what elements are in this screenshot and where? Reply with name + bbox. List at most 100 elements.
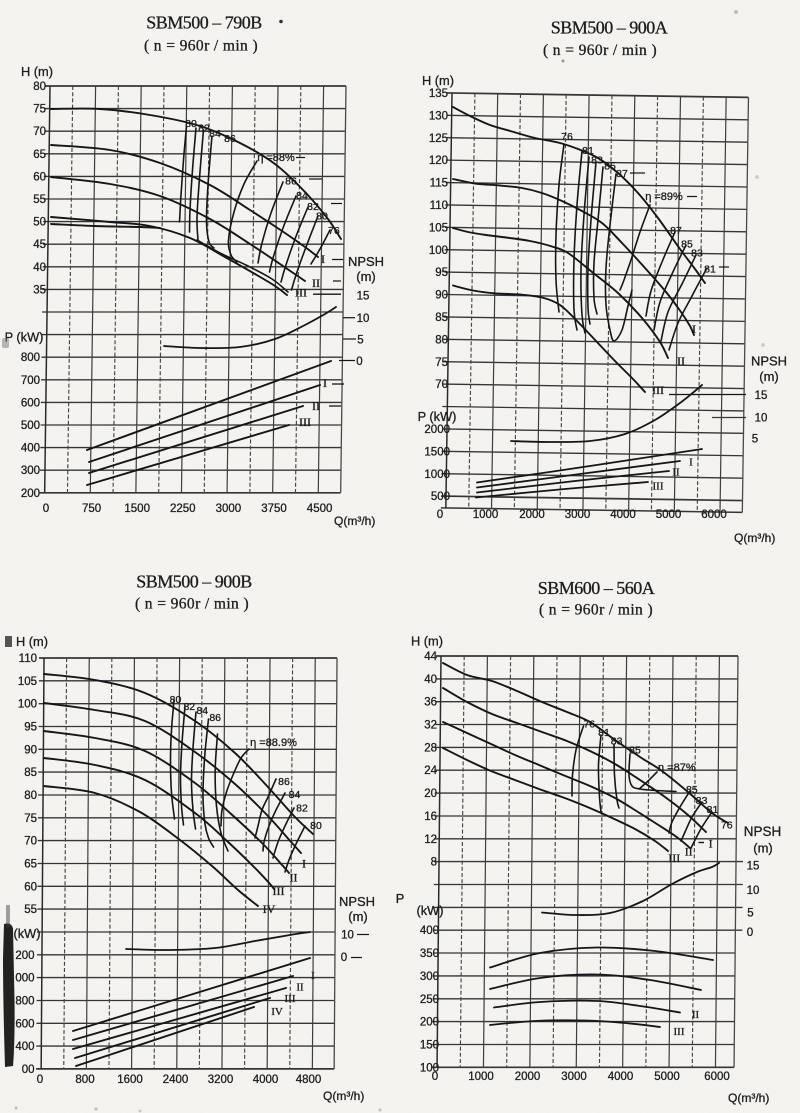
svg-text:84: 84 — [196, 705, 208, 717]
svg-text:81: 81 — [598, 727, 610, 739]
svg-text:5: 5 — [747, 908, 753, 920]
svg-text:250: 250 — [420, 994, 439, 1006]
svg-text:100: 100 — [429, 245, 448, 257]
svg-text:600: 600 — [15, 1018, 34, 1030]
svg-text:36: 36 — [424, 697, 437, 709]
svg-text:II: II — [290, 871, 298, 885]
svg-text:SBM600 – 560A: SBM600 – 560A — [538, 578, 655, 598]
svg-text:I: I — [689, 457, 693, 469]
svg-text:80: 80 — [316, 211, 328, 223]
svg-text:H (m): H (m) — [16, 634, 48, 649]
svg-text:IV: IV — [271, 1006, 283, 1018]
svg-text:86: 86 — [278, 776, 290, 788]
svg-text:105: 105 — [429, 222, 448, 234]
svg-text:87: 87 — [670, 225, 682, 237]
svg-text:4000: 4000 — [610, 509, 636, 521]
svg-text:0: 0 — [37, 1074, 43, 1086]
svg-text:84: 84 — [209, 128, 221, 140]
svg-text:1000: 1000 — [424, 469, 450, 481]
svg-text:86: 86 — [285, 176, 297, 188]
svg-text:15: 15 — [755, 390, 768, 402]
svg-text:0: 0 — [43, 503, 49, 515]
svg-text:1000: 1000 — [473, 509, 499, 521]
svg-text:80: 80 — [33, 81, 46, 93]
svg-text:125: 125 — [429, 133, 448, 145]
svg-text:76: 76 — [561, 131, 573, 143]
svg-text:10: 10 — [747, 885, 760, 897]
svg-text:75: 75 — [24, 813, 37, 825]
svg-text:400: 400 — [15, 1041, 34, 1053]
svg-text:200: 200 — [15, 950, 34, 962]
svg-text:III: III — [273, 884, 285, 898]
svg-text:10: 10 — [755, 413, 768, 425]
svg-text:( n = 960r / min ): ( n = 960r / min ) — [135, 596, 249, 613]
svg-text:400: 400 — [420, 925, 439, 937]
svg-text:90: 90 — [435, 290, 448, 302]
svg-text:( n = 960r / min ): ( n = 960r / min ) — [144, 38, 258, 55]
svg-text:800: 800 — [21, 352, 40, 364]
svg-text:5: 5 — [357, 335, 363, 347]
svg-text:Q(m³/h): Q(m³/h) — [728, 1091, 769, 1105]
svg-text:Q(m³/h): Q(m³/h) — [734, 531, 775, 545]
svg-text:10: 10 — [357, 313, 370, 325]
svg-text:NPSH: NPSH — [744, 824, 782, 839]
svg-text:4000: 4000 — [608, 1071, 634, 1083]
svg-text:5000: 5000 — [654, 1071, 680, 1083]
svg-text:III: III — [285, 993, 296, 1005]
svg-text:700: 700 — [21, 375, 40, 387]
svg-text:( n = 960r / min ): ( n = 960r / min ) — [539, 602, 653, 619]
svg-text:110: 110 — [430, 200, 448, 212]
svg-text:(m): (m) — [759, 369, 779, 384]
svg-text:82: 82 — [307, 201, 319, 213]
svg-text:85: 85 — [24, 767, 37, 779]
svg-text:300: 300 — [420, 971, 439, 983]
svg-text:80: 80 — [24, 790, 37, 802]
svg-text:III: III — [674, 1026, 685, 1038]
svg-text:P: P — [396, 891, 405, 906]
svg-text:82: 82 — [183, 701, 195, 713]
svg-text:70: 70 — [24, 836, 37, 848]
svg-text:3000: 3000 — [565, 509, 591, 521]
svg-text:II: II — [672, 467, 680, 479]
svg-text:45: 45 — [33, 239, 46, 251]
svg-text:105: 105 — [18, 676, 37, 688]
svg-text:350: 350 — [420, 948, 439, 960]
svg-text:0: 0 — [432, 1071, 438, 1083]
svg-text:NPSH: NPSH — [751, 354, 787, 369]
svg-text:II: II — [685, 845, 693, 859]
svg-text:4500: 4500 — [307, 503, 333, 515]
svg-text:200: 200 — [420, 1017, 439, 1029]
svg-text:800: 800 — [75, 1074, 94, 1086]
svg-text:44: 44 — [424, 651, 437, 663]
svg-text:300: 300 — [21, 465, 40, 477]
svg-text:3000: 3000 — [216, 503, 242, 515]
svg-text:32: 32 — [424, 720, 437, 732]
svg-text:8: 8 — [431, 857, 437, 869]
svg-text:4800: 4800 — [296, 1074, 322, 1086]
svg-text:III: III — [299, 415, 311, 429]
svg-text:IV: IV — [263, 902, 276, 916]
svg-text:86: 86 — [209, 712, 221, 724]
svg-text:η =88%: η =88% — [257, 152, 295, 164]
svg-text:84: 84 — [289, 789, 301, 801]
svg-text:75: 75 — [33, 104, 46, 116]
svg-text:I: I — [692, 322, 696, 336]
svg-text:83: 83 — [611, 736, 623, 748]
svg-text:10: 10 — [341, 930, 354, 942]
svg-text:6000: 6000 — [701, 509, 727, 521]
svg-text:70: 70 — [33, 126, 46, 138]
svg-text:I: I — [321, 252, 325, 266]
svg-text:0: 0 — [356, 356, 362, 368]
svg-text:3750: 3750 — [261, 503, 287, 515]
svg-text:1500: 1500 — [124, 503, 150, 515]
svg-text:(m): (m) — [348, 909, 368, 924]
svg-text:135: 135 — [429, 88, 448, 100]
svg-text:76: 76 — [583, 719, 595, 731]
svg-text:SBM500 – 900A: SBM500 – 900A — [551, 18, 668, 38]
svg-text:115: 115 — [430, 178, 448, 190]
svg-text:00: 00 — [22, 1064, 35, 1076]
svg-text:NPSH: NPSH — [348, 254, 384, 269]
svg-text:H (m): H (m) — [411, 634, 443, 649]
svg-text:Q(m³/h): Q(m³/h) — [334, 514, 375, 528]
svg-text:28: 28 — [424, 742, 437, 754]
